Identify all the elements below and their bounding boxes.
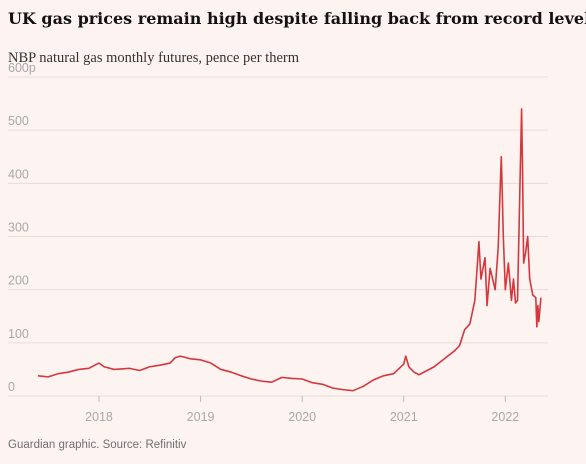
price-line bbox=[37, 108, 542, 392]
y-tick-label: 600p bbox=[8, 61, 36, 75]
y-tick-label: 300 bbox=[8, 221, 29, 235]
x-tick-label: 2019 bbox=[187, 410, 215, 424]
y-tick-label: 100 bbox=[8, 327, 29, 341]
y-tick-label: 500 bbox=[8, 114, 29, 128]
chart-subtitle: NBP natural gas monthly futures, pence p… bbox=[8, 50, 300, 66]
y-tick-label: 400 bbox=[8, 167, 29, 181]
x-tick-label: 2018 bbox=[85, 410, 113, 424]
x-tick-label: 2020 bbox=[288, 410, 316, 424]
y-tick-label: 200 bbox=[8, 274, 29, 288]
x-tick-label: 2022 bbox=[491, 410, 519, 424]
x-tick-label: 2021 bbox=[390, 410, 418, 424]
y-tick-label: 0 bbox=[8, 380, 15, 394]
source-note: Guardian graphic. Source: Refinitiv bbox=[8, 439, 187, 451]
chart-title: UK gas prices remain high despite fallin… bbox=[8, 9, 586, 28]
